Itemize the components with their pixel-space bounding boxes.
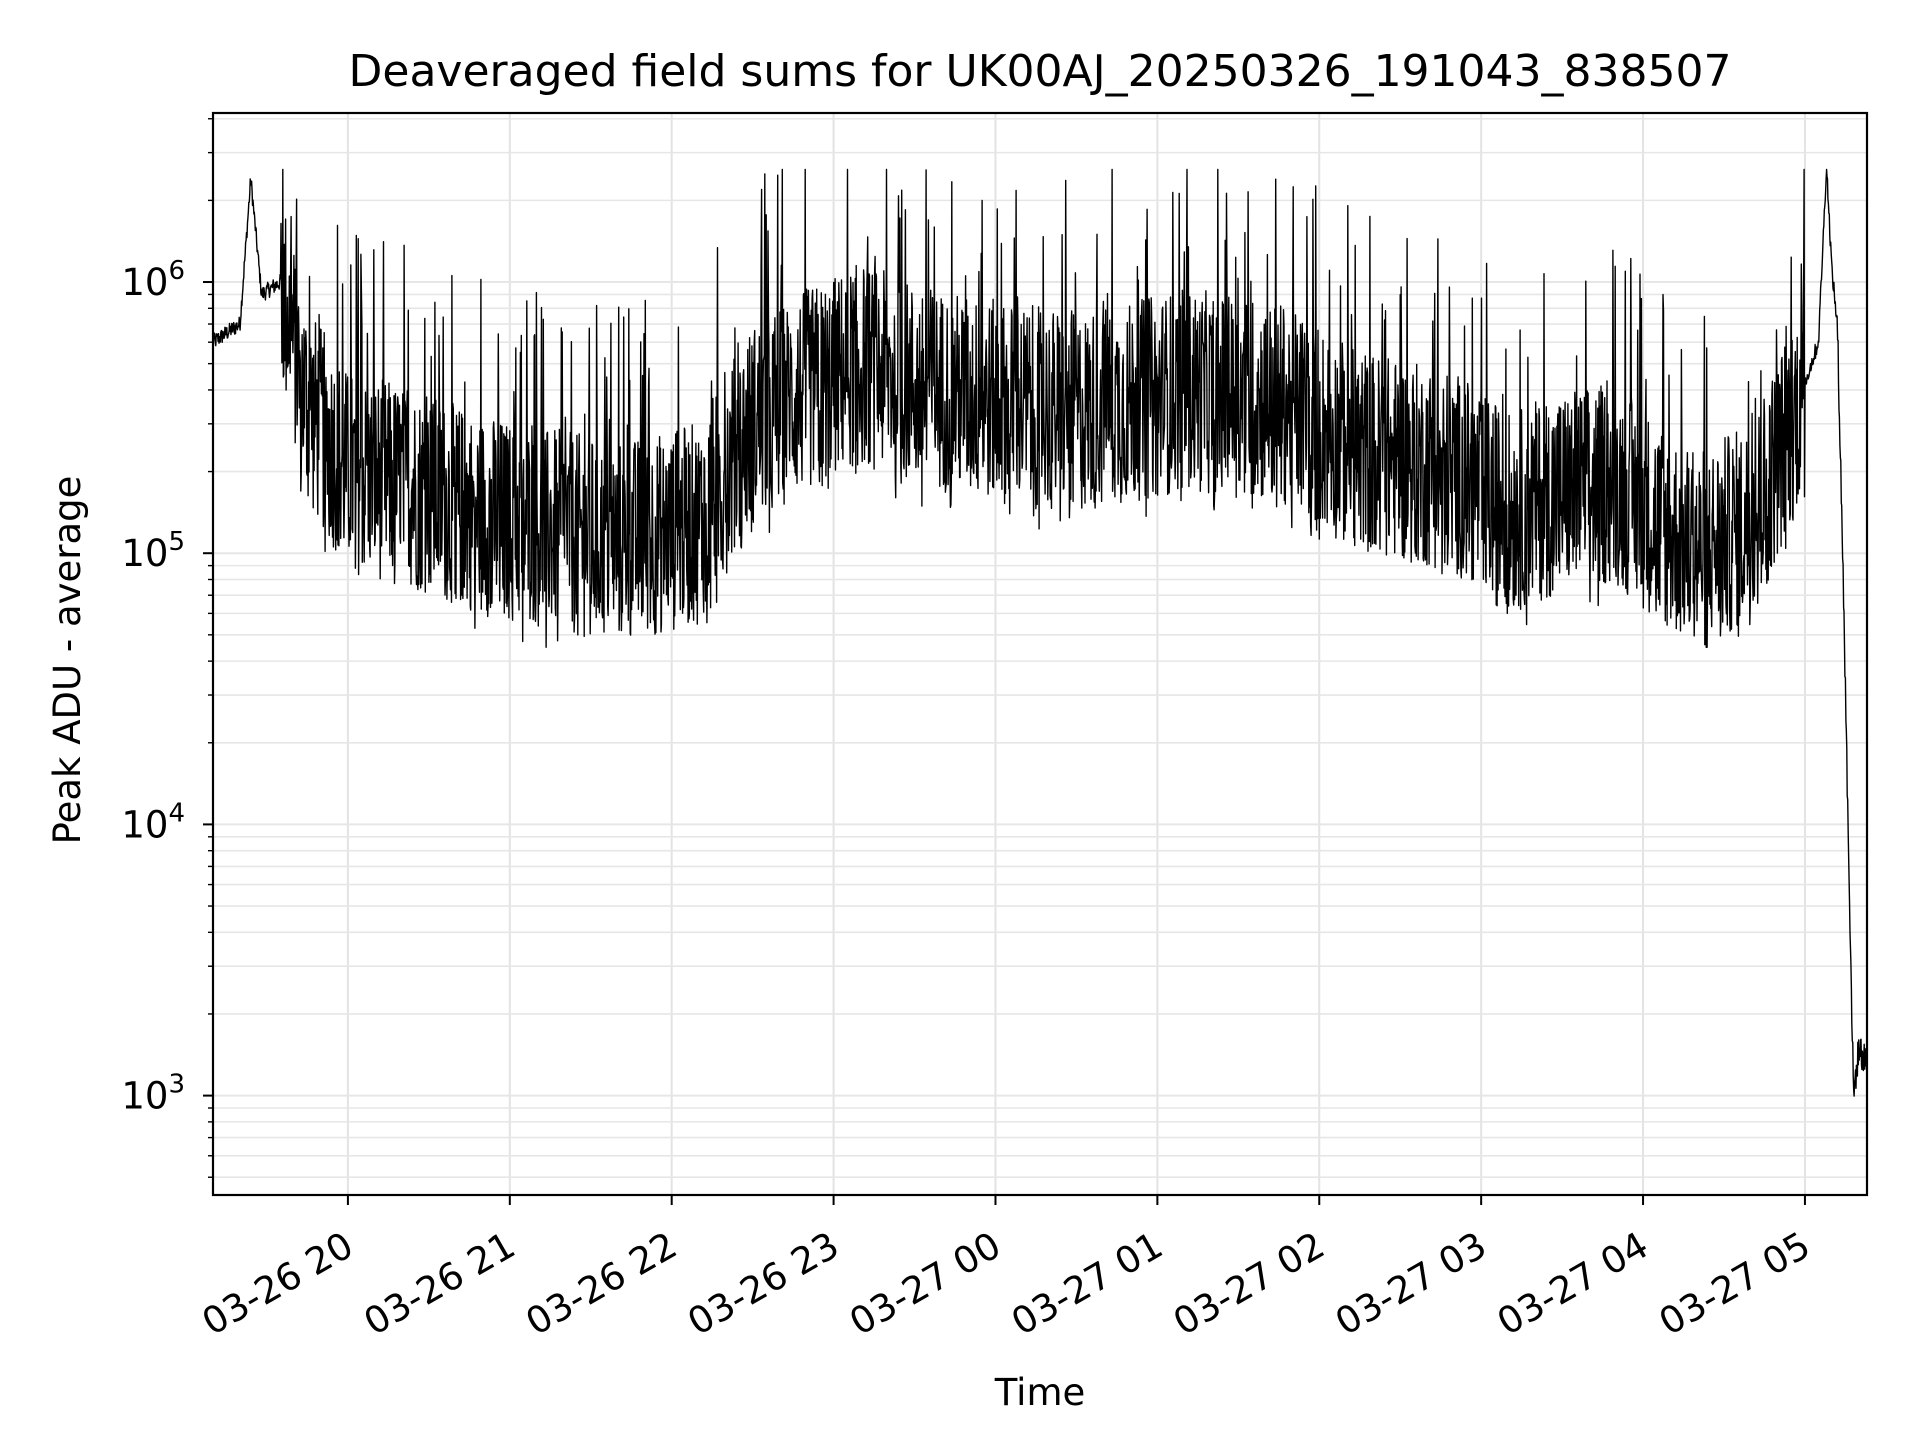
plot-area-frame bbox=[211, 111, 1869, 1197]
y-tick-label: 103 bbox=[121, 1070, 185, 1118]
series-line-group bbox=[212, 168, 1868, 1097]
y-axis-label: Peak ADU - average bbox=[46, 476, 89, 845]
series-line bbox=[212, 168, 1868, 1097]
grid bbox=[213, 113, 1867, 1195]
chart-title: Deaveraged field sums for UK00AJ_2025032… bbox=[349, 46, 1732, 97]
y-axis-ticks: 103 104 105 106 bbox=[121, 118, 213, 1178]
y-tick-label: 104 bbox=[121, 798, 185, 846]
y-tick-label: 105 bbox=[121, 527, 185, 575]
x-axis-label: Time bbox=[994, 1371, 1086, 1414]
y-tick-label: 106 bbox=[121, 256, 185, 304]
